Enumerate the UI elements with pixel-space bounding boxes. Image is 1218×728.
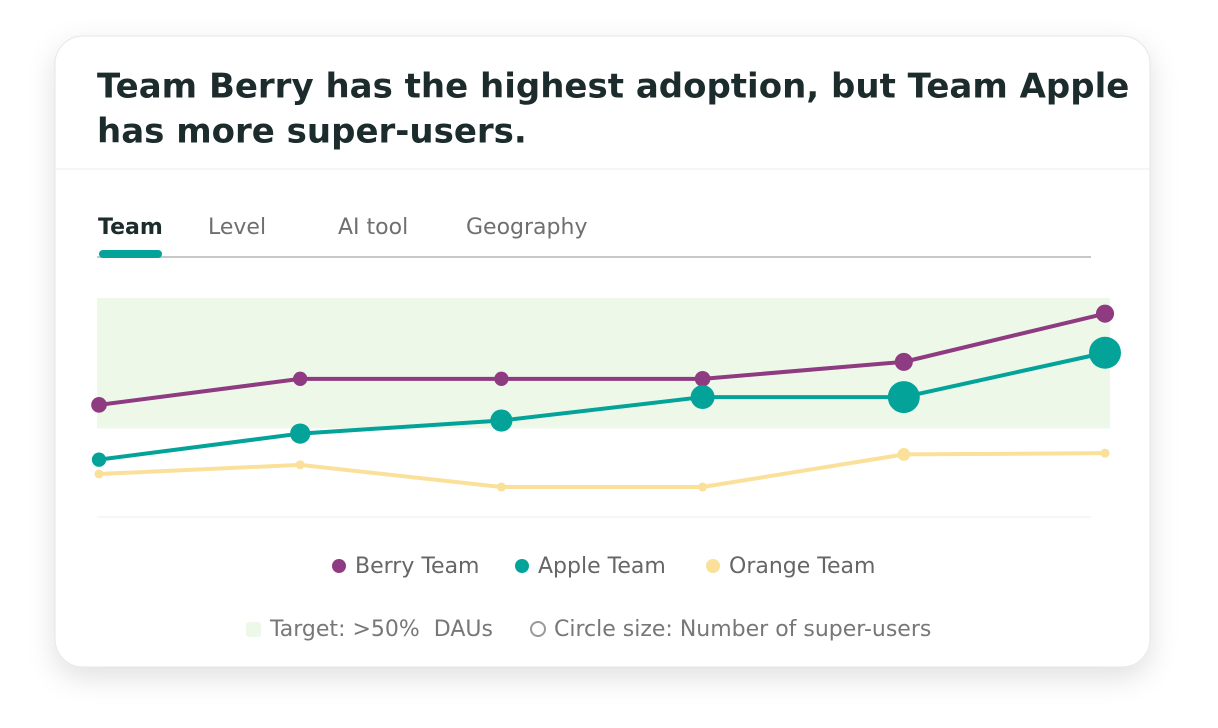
bubble [897,448,911,461]
bubble [494,371,509,386]
tab[interactable]: Geography [466,215,587,240]
bubble [91,452,107,467]
bubble [1100,448,1110,458]
series-line [98,451,1106,490]
series-line [98,350,1106,462]
bubble [290,423,311,444]
bubble [496,482,506,492]
bubble [1095,304,1115,323]
active-tab-indicator [99,250,162,258]
bubble [698,482,708,492]
target-label: Target: >50% DAUs [269,617,493,642]
tab[interactable]: AI tool [338,215,408,240]
bubble [490,409,513,432]
legend-label: Orange Team [729,554,875,579]
legend-label: Apple Team [538,554,666,579]
bubble [894,352,913,371]
series-line [98,311,1106,407]
legend-swatch [515,559,529,573]
size-swatch [530,621,546,637]
chart-title: Team Berry has the highest adoption, but… [97,67,1129,107]
bubble [690,385,715,410]
bubble [694,370,711,387]
bubble [91,397,107,413]
bubble [94,469,104,479]
legend-swatch [706,559,720,573]
chart-title: has more super-users. [97,112,527,152]
target-swatch [246,622,261,637]
tab[interactable]: Team [98,215,163,240]
tab[interactable]: Level [208,215,266,240]
bubble [293,371,308,386]
legend-label: Berry Team [355,554,480,579]
size-label: Circle size: Number of super-users [554,617,931,642]
bubble [887,381,920,414]
legend-swatch [332,559,346,573]
bubble [295,460,305,470]
bubble [1089,336,1121,369]
